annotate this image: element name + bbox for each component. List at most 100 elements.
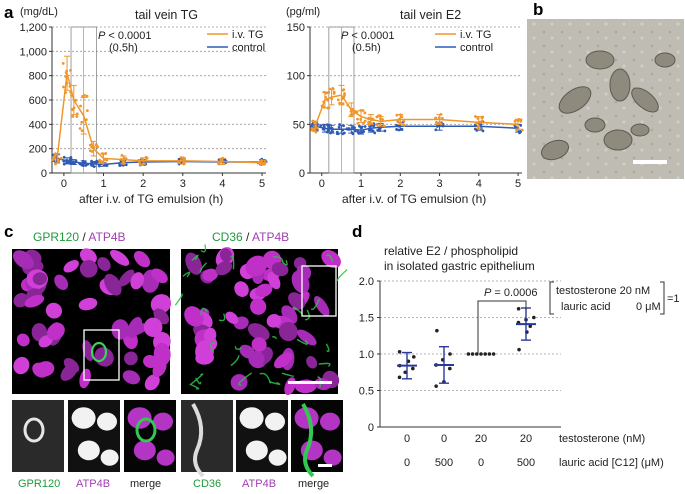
tg-xtick-label: 5	[259, 178, 265, 190]
cd36-green-signal	[317, 376, 322, 388]
e2-ytick-label: 50	[293, 119, 305, 131]
tg-ivtg-point	[98, 158, 102, 162]
e2-ivtg-point	[480, 116, 484, 120]
gpr120-atp4b-cell	[118, 269, 135, 287]
panel-d-letter: d	[352, 222, 362, 241]
d-point	[532, 315, 536, 320]
gpr120-atp4b-cell	[97, 257, 111, 272]
tg-ivtg-point	[144, 157, 148, 161]
e2-xlabel: after i.v. of TG emulsion (h)	[342, 192, 486, 206]
e2-xtick-label: 2	[397, 178, 403, 190]
cd36-green-signal	[195, 377, 202, 385]
tg-ytick-label: 0	[41, 168, 47, 180]
e2-ivtg-point	[520, 128, 524, 132]
cd36-atp4b-cell	[314, 377, 331, 391]
e2-ivtg-point	[336, 98, 340, 102]
e2-control-point	[395, 128, 398, 131]
e2-pvalue-time: (0.5h)	[352, 42, 381, 54]
d-point	[448, 366, 452, 371]
gpr120-inset-gray-ring	[23, 417, 45, 443]
tg-pvalue: P < 0.0001	[98, 30, 152, 42]
d-point	[517, 347, 521, 352]
scale-bar	[633, 160, 667, 164]
e2-control-point	[335, 132, 339, 136]
gpr120-inset-green-ring	[135, 417, 157, 443]
cd36-atp4b-cell	[250, 298, 267, 315]
gpr120-atp4b-cell	[124, 351, 138, 366]
tg-ytick-label: 800	[29, 71, 47, 83]
d-point	[435, 328, 439, 333]
cd36-atp4b-cell	[248, 350, 265, 367]
gpr120-atp4b-cell	[143, 354, 158, 369]
cd36-green-signal	[191, 254, 199, 261]
cd36-inset-gray-streak	[191, 402, 205, 478]
gpr120-positive-cell	[90, 341, 108, 363]
cd36-atp4b-cell	[291, 270, 310, 294]
cd36-inset-merge-cell	[323, 449, 342, 466]
tg-xtick-label: 3	[180, 178, 186, 190]
tg-legend-control: control	[232, 42, 265, 54]
e2-ivtg-point	[381, 117, 384, 121]
cd36-green-signal	[318, 362, 331, 368]
tg-ivtg-point	[61, 61, 65, 65]
gpr120-atp4b-cell	[151, 268, 168, 284]
gpr120-atp4b-cell	[79, 248, 97, 265]
inset-label-merge-left: merge	[130, 478, 161, 490]
gpr120-atp4b-cell	[152, 360, 167, 378]
cd36-atp4b-cell	[215, 261, 233, 276]
d-testosterone-value: 20	[475, 433, 487, 445]
gpr120-insets	[12, 400, 176, 472]
gpr120-inset-atp4b-cell	[100, 449, 119, 466]
cd36-green-signal	[325, 343, 330, 352]
cd36-green-signal	[271, 336, 278, 340]
e2-control-line	[314, 125, 519, 131]
e2-ivtg-point	[435, 120, 438, 124]
cd36-green-signal	[269, 381, 281, 386]
cd36-atp4b-cell	[255, 283, 273, 298]
tg-ivtg-point	[264, 160, 267, 164]
e2-ratio-chart: 0 0.5 1.0 1.5 2.0 0 0 0 500 20 0 20 500	[359, 276, 561, 469]
d-ytick-label: 0.5	[359, 386, 374, 398]
gpr120-atp4b-cell	[13, 293, 29, 308]
d-point	[466, 352, 471, 356]
cd36-green-signal	[230, 355, 240, 367]
cd36-insets	[181, 400, 343, 478]
gpr120-atp4b-cell	[79, 260, 98, 278]
gpr120-atp4b-image	[12, 248, 172, 394]
d-ytick-label: 1.5	[359, 313, 374, 325]
legend-equals-one: =1	[667, 293, 680, 305]
gpr120-atp4b-cell	[111, 319, 130, 340]
inset-label-gpr120: GPR120	[18, 478, 60, 490]
gpr120-atp4b-cell	[54, 274, 69, 291]
tg-ivtg-point	[79, 104, 82, 108]
tg-control-point	[69, 156, 73, 159]
e2-chart-title: tail vein E2	[400, 8, 461, 22]
e2-control-point	[319, 124, 323, 127]
e2-ivtg-line	[314, 94, 519, 127]
cd36-inset-atp4b-cell	[268, 449, 287, 466]
d-testosterone-value: 0	[441, 433, 447, 445]
cd36-green-signal	[199, 262, 208, 273]
cd36-atp4b-cell	[225, 311, 239, 325]
tg-ivtg-point	[75, 115, 79, 118]
tg-chart: 0 200 400 600 800 1,000 1,200 0 1 2 3 4 5	[19, 22, 268, 190]
e2-ivtg-point	[375, 115, 379, 119]
tg-ivtg-point	[96, 145, 100, 149]
e2-ivtg-point	[363, 111, 367, 115]
legend-lauric-value: 0 μM	[636, 301, 661, 313]
inset-label-atp4b-right: ATP4B	[242, 478, 276, 490]
cd36-atp4b-cell	[184, 306, 204, 327]
e2-control-point	[373, 131, 377, 135]
cd36-green-signal	[190, 373, 204, 385]
tg-ytick-label: 1,000	[19, 46, 47, 58]
gpr120-atp4b-cell	[133, 250, 151, 268]
cd36-green-signal	[281, 372, 295, 377]
d-point	[411, 366, 415, 371]
cd36-atp4b-cell	[219, 248, 233, 263]
e2-ivtg-point	[402, 119, 406, 123]
cd36-green-signal	[174, 293, 183, 306]
tg-ytick-label: 1,200	[19, 22, 47, 34]
e2-ivtg-point	[400, 115, 404, 119]
e2-ivtg-point	[396, 120, 400, 123]
